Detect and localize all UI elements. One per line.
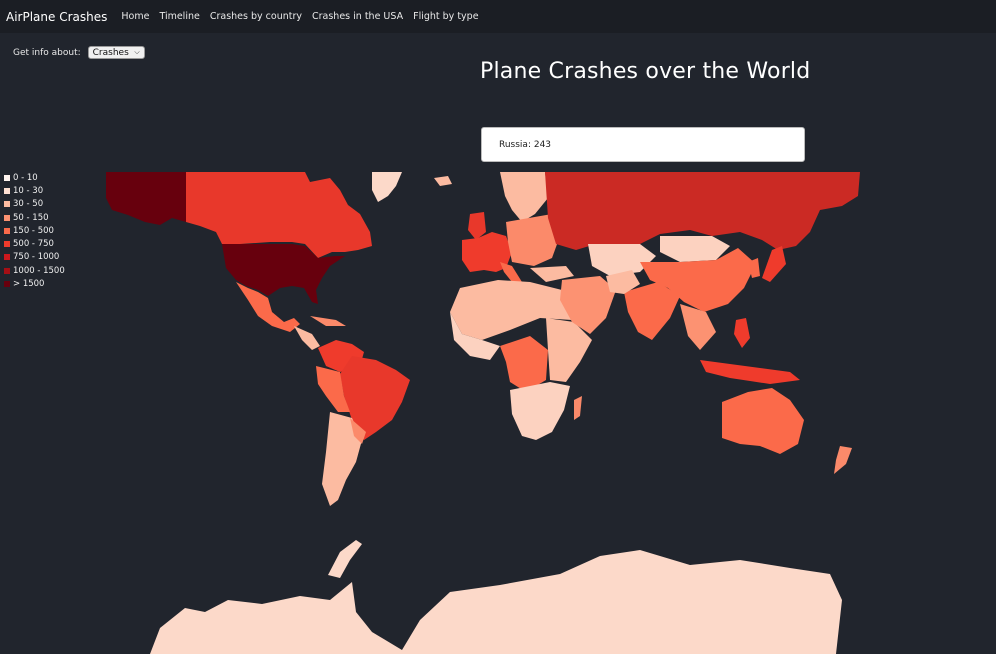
country-iceland[interactable] — [434, 176, 452, 186]
country-pakistan-afghanistan[interactable] — [606, 270, 640, 294]
country-antarctica[interactable] — [150, 550, 842, 654]
info-label: Get info about: — [13, 47, 81, 58]
legend-label: 750 - 1000 — [13, 252, 60, 263]
region-west-africa[interactable] — [450, 312, 500, 360]
page-title: Plane Crashes over the World — [480, 59, 811, 84]
country-paraguay-uruguay[interactable] — [350, 418, 366, 444]
legend-item: 750 - 1000 — [4, 251, 65, 264]
legend-label: 150 - 500 — [13, 225, 54, 236]
legend-label: 50 - 150 — [13, 212, 49, 223]
nav-link-home[interactable]: Home — [121, 11, 150, 22]
region-middle-east[interactable] — [560, 276, 616, 334]
legend-item: > 1500 — [4, 277, 65, 290]
legend-label: 10 - 30 — [13, 185, 44, 196]
country-russia[interactable] — [545, 172, 860, 250]
legend-label: 0 - 10 — [13, 172, 38, 183]
legend-swatch — [4, 281, 10, 288]
legend-swatch — [4, 214, 10, 221]
navbar: AirPlane Crashes Home Timeline Crashes b… — [0, 0, 996, 33]
legend-label: > 1500 — [13, 279, 45, 290]
region-central-america[interactable] — [294, 326, 320, 350]
legend-item: 0 - 10 — [4, 171, 65, 184]
legend-swatch — [4, 267, 10, 274]
nav-links: Home Timeline Crashes by country Crashes… — [115, 11, 482, 22]
region-southeast-asia[interactable] — [680, 304, 716, 350]
brand-link[interactable]: AirPlane Crashes — [6, 9, 108, 24]
country-philippines[interactable] — [734, 318, 750, 348]
country-greenland[interactable] — [372, 172, 402, 202]
nav-link-timeline[interactable]: Timeline — [159, 11, 200, 22]
country-korea[interactable] — [748, 258, 760, 278]
info-select[interactable]: Crashes ⌵ — [87, 46, 145, 59]
legend-item: 150 - 500 — [4, 224, 65, 237]
color-legend: 0 - 10 10 - 30 30 - 50 50 - 150 150 - 50… — [4, 171, 65, 291]
region-southern-africa[interactable] — [510, 382, 570, 440]
legend-item: 10 - 30 — [4, 184, 65, 197]
nav-link-crashes-by-country[interactable]: Crashes by country — [209, 11, 302, 22]
region-eastern-europe[interactable] — [506, 214, 560, 266]
nav-link-flight-by-type[interactable]: Flight by type — [413, 11, 479, 22]
country-tooltip: Russia: 243 — [481, 127, 805, 162]
legend-item: 50 - 150 — [4, 211, 65, 224]
country-uk[interactable] — [468, 212, 486, 240]
country-antarctic-peninsula[interactable] — [328, 540, 362, 578]
country-peru-bolivia[interactable] — [316, 366, 350, 412]
legend-swatch — [4, 187, 10, 194]
legend-swatch — [4, 227, 10, 234]
country-mexico[interactable] — [236, 282, 300, 332]
legend-swatch — [4, 254, 10, 261]
chevron-down-icon: ⌵ — [134, 48, 140, 56]
country-indonesia[interactable] — [700, 360, 800, 384]
nav-link-crashes-in-usa[interactable]: Crashes in the USA — [312, 11, 404, 22]
legend-label: 1000 - 1500 — [13, 265, 65, 276]
region-caribbean[interactable] — [310, 316, 346, 326]
legend-swatch — [4, 174, 10, 181]
region-central-asia[interactable] — [588, 244, 656, 276]
region-western-europe[interactable] — [462, 232, 512, 272]
country-india[interactable] — [624, 282, 680, 340]
region-north-africa[interactable] — [450, 280, 572, 340]
country-new-zealand[interactable] — [834, 446, 852, 474]
legend-swatch — [4, 241, 10, 248]
country-australia[interactable] — [722, 388, 804, 454]
country-turkey[interactable] — [530, 266, 574, 282]
legend-item: 30 - 50 — [4, 198, 65, 211]
country-usa[interactable] — [222, 244, 345, 304]
legend-label: 30 - 50 — [13, 199, 44, 210]
country-italy[interactable] — [500, 262, 522, 282]
info-select-value: Crashes — [92, 47, 129, 58]
legend-item: 500 - 750 — [4, 237, 65, 250]
legend-item: 1000 - 1500 — [4, 264, 65, 277]
country-china[interactable] — [640, 248, 756, 312]
legend-label: 500 - 750 — [13, 239, 54, 250]
country-argentina-chile[interactable] — [322, 412, 362, 506]
country-canada[interactable] — [186, 172, 372, 258]
info-control: Get info about: Crashes ⌵ — [13, 46, 145, 59]
country-alaska[interactable] — [106, 172, 186, 225]
region-central-africa[interactable] — [500, 336, 548, 392]
country-mongolia[interactable] — [660, 236, 730, 262]
legend-swatch — [4, 201, 10, 208]
country-madagascar[interactable] — [574, 396, 582, 420]
country-japan[interactable] — [762, 246, 786, 282]
country-brazil[interactable] — [340, 356, 410, 440]
region-east-africa[interactable] — [546, 318, 592, 382]
region-scandinavia[interactable] — [500, 172, 548, 222]
tooltip-text: Russia: 243 — [499, 139, 552, 150]
